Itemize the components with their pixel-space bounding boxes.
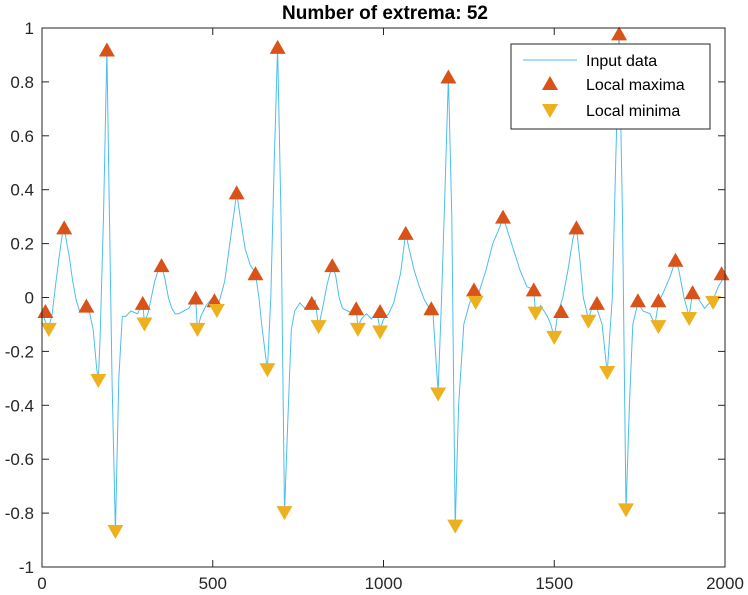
local-minimum-marker [372, 325, 389, 340]
local-maximum-marker [667, 252, 684, 267]
y-tick-label: 0 [25, 289, 34, 308]
legend-label-local-maxima: Local maxima [586, 77, 685, 94]
local-maximum-marker [440, 69, 457, 84]
local-maximum-marker [134, 295, 151, 310]
y-tick-label: -0.8 [5, 504, 34, 523]
local-maximum-marker [78, 298, 95, 313]
local-minimum-marker [681, 312, 698, 327]
local-maximum-marker [553, 303, 570, 318]
local-maximum-marker [629, 293, 646, 308]
local-maximum-marker [588, 295, 605, 310]
local-maximum-marker [650, 293, 667, 308]
x-tick-label: 1000 [365, 574, 403, 593]
legend-label-input-data: Input data [586, 53, 657, 70]
local-maximum-marker [153, 258, 170, 273]
local-maximum-marker [465, 282, 482, 297]
x-tick-label: 0 [37, 574, 46, 593]
chart-title: Number of extrema: 52 [282, 3, 488, 24]
local-maximum-marker [37, 303, 54, 318]
x-tick-label: 500 [199, 574, 227, 593]
y-tick-label: 1 [25, 19, 34, 38]
y-tick-label: -1 [19, 558, 34, 577]
local-maximum-marker [269, 39, 286, 54]
local-minimum-marker [310, 320, 327, 335]
legend: Input data Local maxima Local minima [510, 43, 711, 130]
local-minimum-marker [527, 306, 544, 321]
local-minimum-marker [617, 503, 634, 518]
local-minimum-marker [546, 330, 563, 345]
local-maximum-marker [206, 293, 223, 308]
y-tick-label: -0.4 [5, 396, 34, 415]
local-maximum-marker [684, 285, 701, 300]
local-maximum-marker [228, 185, 245, 200]
local-maximum-marker [348, 301, 365, 316]
y-tick-label: 0.6 [10, 127, 34, 146]
local-minimum-marker [705, 295, 722, 310]
local-maximum-marker [324, 258, 341, 273]
local-minimum-marker [447, 519, 464, 534]
local-minimum-marker [430, 387, 447, 402]
local-maximum-marker [611, 26, 628, 41]
local-minimum-marker [90, 374, 107, 389]
local-maximum-marker [247, 266, 264, 281]
local-minimum-marker [650, 320, 667, 335]
x-tick-label: 1500 [535, 574, 573, 593]
y-tick-label: 0.4 [10, 181, 34, 200]
local-maximum-marker [397, 225, 414, 240]
x-tick-label: 2000 [706, 574, 744, 593]
legend-label-local-minima: Local minima [586, 103, 680, 120]
local-minimum-marker [136, 317, 153, 332]
y-tick-label: 0.8 [10, 73, 34, 92]
axes-layer: 0 500 1000 1500 2000 -1 -0.8 -0.6 -0.4 -0.2 0 0.2 0.… [5, 19, 744, 593]
local-maximum-marker [568, 220, 585, 235]
local-minimum-marker [40, 322, 57, 337]
local-minimum-marker [349, 322, 366, 337]
local-maximum-marker [495, 209, 512, 224]
local-maximum-marker [187, 290, 204, 305]
local-minimum-marker [276, 506, 293, 521]
y-tick-label: 0.2 [10, 235, 34, 254]
legend-maxima-marker [542, 76, 558, 90]
y-tick-label: -0.2 [5, 342, 34, 361]
local-minimum-marker [189, 322, 206, 337]
local-maximum-marker [303, 295, 320, 310]
local-minimum-marker [208, 303, 225, 318]
local-maximum-marker [98, 42, 115, 57]
local-minimum-marker [107, 524, 124, 539]
legend-minima-marker [542, 104, 558, 118]
local-minimum-marker [259, 363, 276, 378]
local-maximum-marker [372, 303, 389, 318]
local-minimum-marker [599, 365, 616, 380]
local-maximum-marker [525, 282, 542, 297]
data-layer [37, 26, 730, 539]
y-tick-label: -0.6 [5, 450, 34, 469]
local-maximum-marker [56, 220, 73, 235]
local-maximum-marker [713, 266, 730, 281]
local-maximum-marker [423, 301, 440, 316]
local-minimum-marker [467, 295, 484, 310]
local-minimum-marker [580, 314, 597, 329]
